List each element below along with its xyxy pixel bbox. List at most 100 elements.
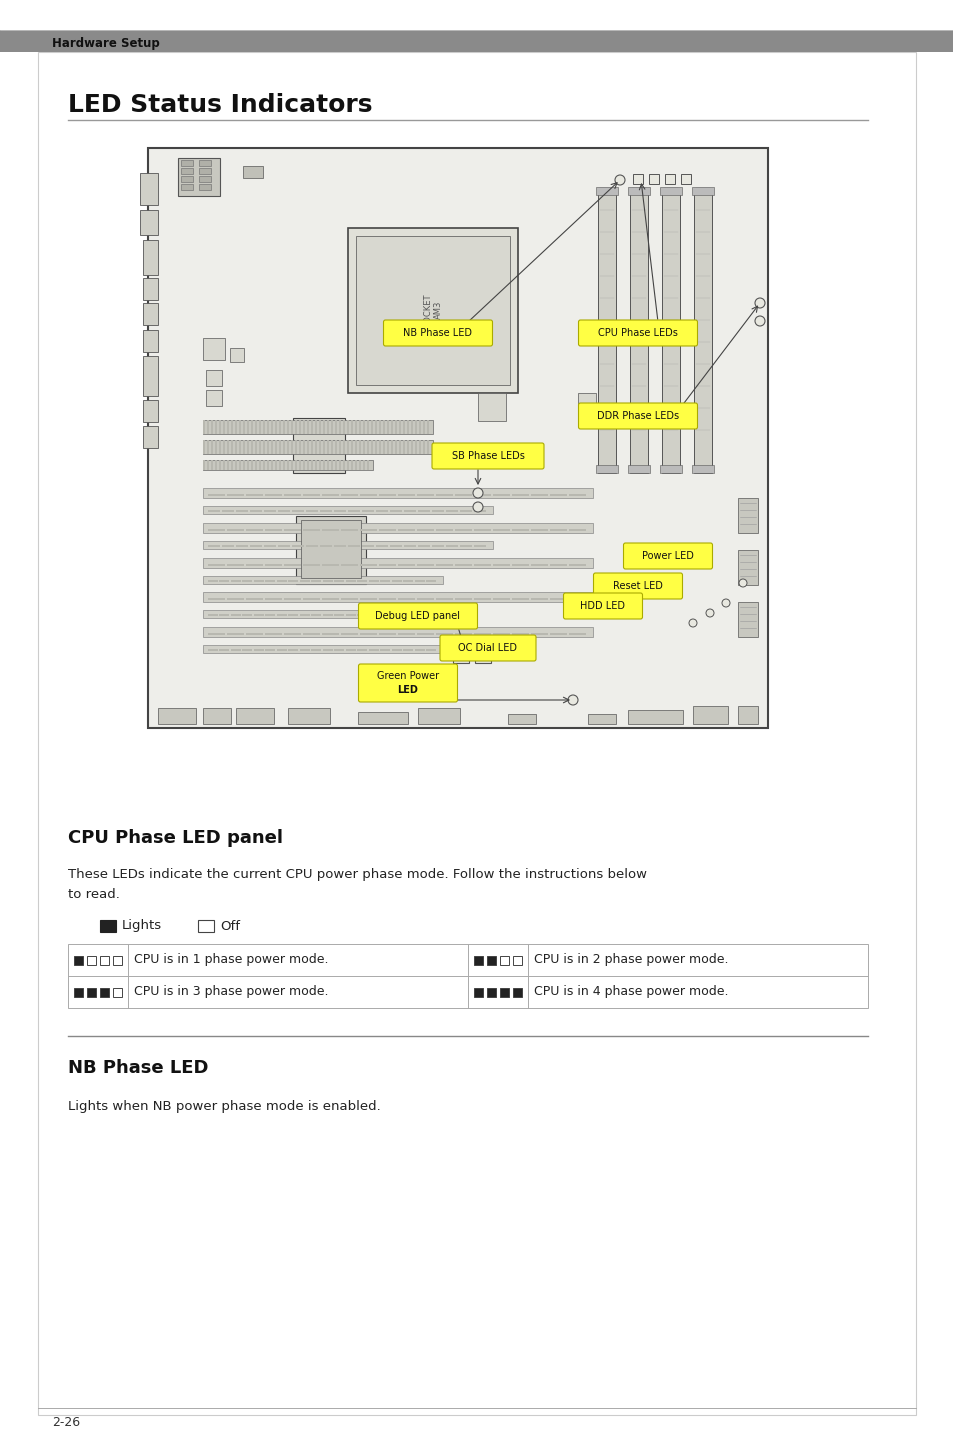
FancyBboxPatch shape xyxy=(578,402,697,430)
Bar xyxy=(550,633,566,634)
Bar xyxy=(531,528,547,531)
Bar xyxy=(378,564,395,566)
Bar xyxy=(267,440,269,454)
Bar xyxy=(211,460,213,470)
Bar xyxy=(390,510,401,513)
Bar xyxy=(264,546,275,547)
Text: LED: LED xyxy=(397,684,418,695)
Bar xyxy=(291,440,293,454)
Bar xyxy=(231,580,241,581)
Bar xyxy=(227,420,229,434)
Bar xyxy=(203,505,493,514)
Bar xyxy=(284,599,301,600)
Bar xyxy=(263,440,265,454)
Bar xyxy=(407,440,409,454)
Text: OC Dial LED: OC Dial LED xyxy=(458,643,517,653)
Bar xyxy=(231,420,233,434)
Bar xyxy=(274,420,276,434)
Bar xyxy=(235,510,248,513)
Bar xyxy=(294,420,296,434)
FancyBboxPatch shape xyxy=(578,319,697,347)
Bar xyxy=(422,440,424,454)
Bar xyxy=(418,420,420,434)
Bar xyxy=(181,168,193,175)
Bar xyxy=(198,919,213,932)
Bar xyxy=(277,546,290,547)
Bar xyxy=(474,546,485,547)
Bar xyxy=(392,580,401,581)
Circle shape xyxy=(688,619,697,627)
Bar xyxy=(369,580,378,581)
Bar xyxy=(415,420,416,434)
Bar xyxy=(314,440,316,454)
Text: Debug LED panel: Debug LED panel xyxy=(375,611,460,621)
Bar xyxy=(318,420,320,434)
Bar xyxy=(664,175,675,183)
FancyBboxPatch shape xyxy=(358,603,477,629)
Bar xyxy=(227,494,244,495)
Bar xyxy=(455,528,472,531)
Bar xyxy=(250,546,262,547)
Bar xyxy=(531,599,547,600)
Text: Off: Off xyxy=(220,919,240,932)
Bar xyxy=(271,440,273,454)
Bar xyxy=(355,236,510,385)
Bar xyxy=(338,460,340,470)
Bar xyxy=(284,564,301,566)
Bar xyxy=(378,528,395,531)
Bar xyxy=(340,528,357,531)
Bar xyxy=(314,460,316,470)
Bar xyxy=(426,580,436,581)
Bar xyxy=(436,528,453,531)
Bar xyxy=(288,614,297,616)
Bar xyxy=(493,528,510,531)
Bar xyxy=(427,420,429,434)
Text: 8: 8 xyxy=(479,649,486,657)
Bar xyxy=(417,546,430,547)
Bar xyxy=(415,580,424,581)
Bar xyxy=(395,420,396,434)
Bar xyxy=(227,528,244,531)
Circle shape xyxy=(754,298,764,308)
Bar xyxy=(407,420,409,434)
Bar xyxy=(199,160,211,166)
Bar xyxy=(264,510,275,513)
Bar xyxy=(427,440,429,454)
Bar xyxy=(227,633,244,634)
Text: CPU Phase LEDs: CPU Phase LEDs xyxy=(598,328,678,338)
Bar xyxy=(306,510,317,513)
Bar xyxy=(307,420,309,434)
Bar xyxy=(358,460,360,470)
Bar xyxy=(181,176,193,182)
Bar xyxy=(358,440,360,454)
Bar xyxy=(392,614,401,616)
Bar xyxy=(411,440,413,454)
Bar xyxy=(322,633,338,634)
Bar xyxy=(397,528,415,531)
Bar xyxy=(371,440,373,454)
Bar xyxy=(222,510,233,513)
Bar xyxy=(363,460,365,470)
Bar xyxy=(143,278,158,299)
Text: LED Status Indicators: LED Status Indicators xyxy=(68,93,372,117)
Bar xyxy=(416,599,434,600)
Bar xyxy=(402,649,413,652)
Bar xyxy=(648,175,659,183)
Bar xyxy=(219,460,221,470)
Bar xyxy=(230,348,244,362)
Bar xyxy=(416,564,434,566)
Bar xyxy=(397,599,415,600)
Bar xyxy=(369,614,378,616)
Bar xyxy=(659,465,681,473)
Bar xyxy=(691,465,713,473)
Bar xyxy=(208,528,225,531)
Bar xyxy=(587,715,616,725)
FancyBboxPatch shape xyxy=(623,543,712,569)
Bar xyxy=(243,166,263,178)
Bar xyxy=(338,440,340,454)
Bar xyxy=(143,400,158,422)
Bar xyxy=(0,30,953,52)
Bar xyxy=(203,420,205,434)
Bar xyxy=(307,460,309,470)
Bar xyxy=(486,988,496,997)
